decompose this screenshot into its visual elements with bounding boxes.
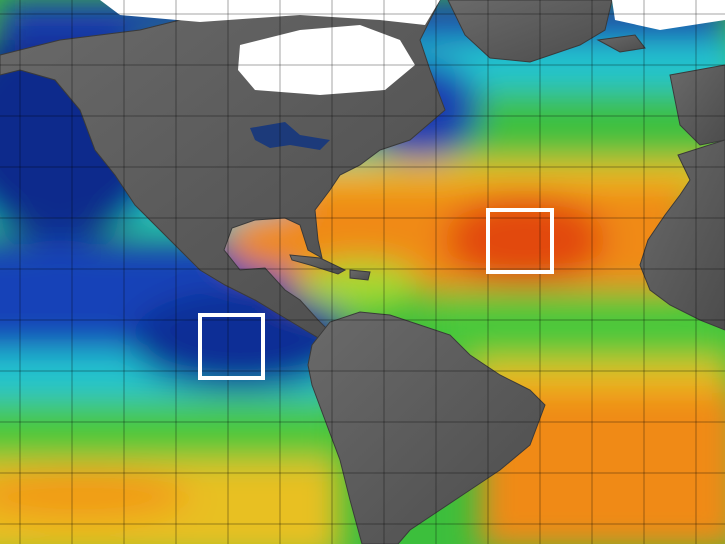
south-america xyxy=(307,311,546,544)
highlight-boxes xyxy=(198,208,554,380)
ice xyxy=(100,0,725,95)
iberia-africa xyxy=(639,139,725,331)
arctic-ice xyxy=(100,0,440,25)
hudson-ice xyxy=(238,25,415,95)
cuba xyxy=(289,254,347,275)
greenland xyxy=(447,0,613,63)
atlantic-box xyxy=(486,208,554,274)
hispaniola xyxy=(349,269,371,281)
great-lakes xyxy=(250,122,330,150)
pacific-box xyxy=(198,313,265,380)
europe xyxy=(669,64,725,146)
lakes xyxy=(250,122,330,150)
parallels xyxy=(0,13,725,525)
greenland-ice-edge xyxy=(612,0,725,30)
iceland xyxy=(596,34,646,53)
